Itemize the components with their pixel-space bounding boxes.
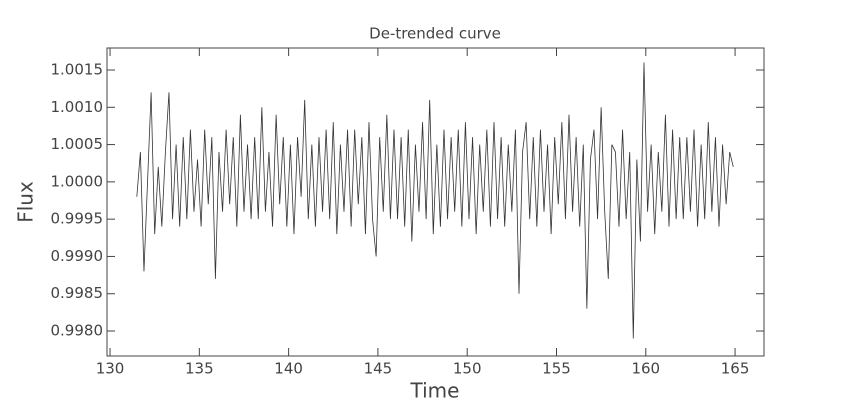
y-tick-label: 1.0000	[51, 172, 104, 190]
y-tick-label: 0.9985	[51, 284, 104, 302]
x-tick-label: 145	[364, 360, 393, 378]
x-tick-label: 150	[453, 360, 482, 378]
x-tick-label: 140	[274, 360, 303, 378]
flux-line	[136, 62, 734, 339]
y-tick-label: 0.9980	[51, 322, 104, 340]
y-tick-label: 0.9995	[51, 210, 104, 228]
y-tick-label: 1.0015	[51, 61, 104, 79]
y-tick-label: 0.9990	[51, 247, 104, 265]
x-tick-label: 165	[721, 360, 750, 378]
chart-title: De-trended curve	[369, 25, 501, 43]
plot-frame	[106, 47, 765, 357]
x-tick-label: 135	[185, 360, 214, 378]
x-tick-label: 130	[96, 360, 125, 378]
y-axis-label: Flux	[14, 181, 38, 223]
x-tick-label: 160	[631, 360, 660, 378]
x-axis-label: Time	[410, 379, 460, 400]
y-tick-label: 1.0010	[51, 98, 104, 116]
x-tick-label: 155	[542, 360, 571, 378]
y-tick-label: 1.0005	[51, 135, 104, 153]
